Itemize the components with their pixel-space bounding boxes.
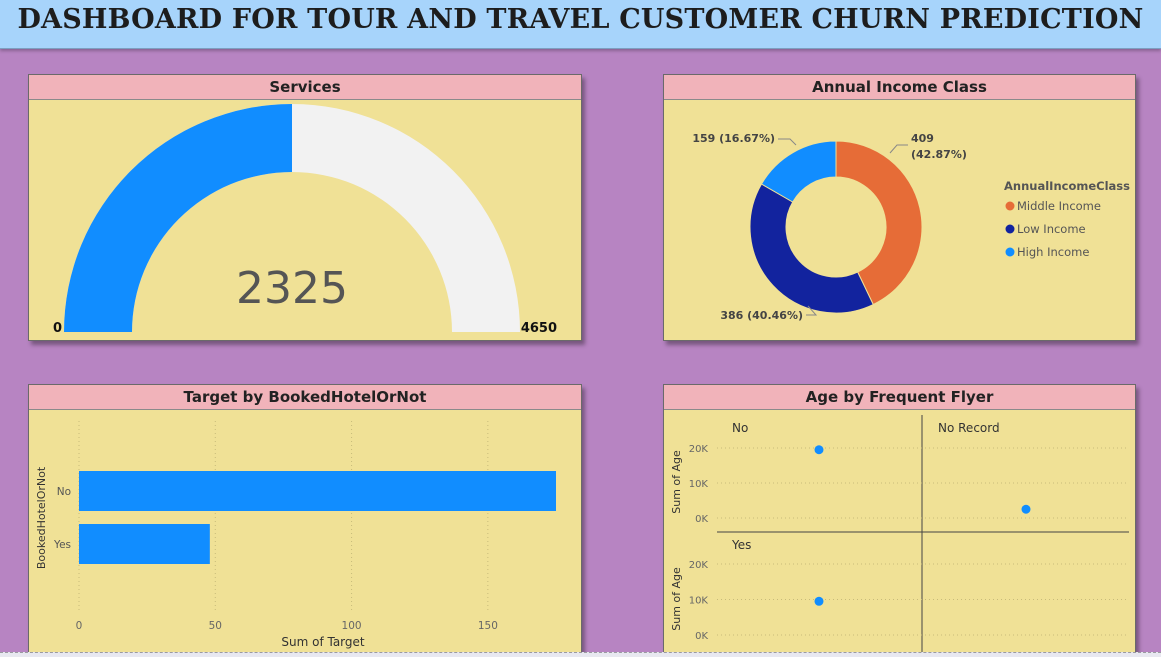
facet-label-yes: Yes [731, 538, 751, 552]
age-ylabel-top: Sum of Age [670, 450, 683, 514]
legend-dot-middle [1005, 201, 1015, 211]
legend-label-middle: Middle Income [1017, 199, 1101, 213]
target-bar-chart: 0 50 100 150 No Yes BookedHotelOrNot Sum of … [35, 421, 556, 649]
legend-dot-high [1005, 247, 1015, 257]
legend-label-high: High Income [1017, 245, 1089, 259]
scatter-point-yes[interactable] [814, 596, 824, 606]
slice-label-high: 159 (16.67%) [692, 132, 775, 145]
scatter-point-no-record[interactable] [1021, 504, 1031, 514]
services-title: Services [29, 75, 581, 100]
legend-label-low: Low Income [1017, 222, 1086, 236]
slice-label-middle-pct: (42.87%) [911, 148, 967, 161]
bar-xtick-label: 0 [76, 620, 83, 632]
dashboard-header: DASHBOARD FOR TOUR AND TRAVEL CUSTOMER C… [0, 0, 1161, 49]
slice-middle-income[interactable] [835, 140, 923, 306]
slice-low-income[interactable] [749, 183, 874, 314]
slice-label-middle-count: 409 [911, 132, 934, 145]
scatter-ytick-label: 0K [695, 514, 708, 525]
gauge-fill[interactable] [64, 104, 292, 332]
age-panel[interactable]: Age by Frequent Flyer 0K 10K 20K 0K 10K 20K N… [663, 384, 1136, 654]
slice-high-income[interactable] [760, 140, 837, 203]
target-title: Target by BookedHotelOrNot [29, 385, 581, 410]
legend-item-high-income[interactable]: High Income [1005, 245, 1090, 259]
age-title: Age by Frequent Flyer [664, 385, 1135, 410]
facet-label-no: No [732, 421, 748, 435]
bar-category-label: Yes [53, 539, 71, 551]
services-panel[interactable]: Services 2325 0 4650 [28, 74, 582, 341]
scatter-ytick-label: 20K [689, 560, 709, 571]
slice-label-low: 386 (40.46%) [720, 309, 803, 322]
scatter-point-no[interactable] [814, 445, 824, 455]
bar-xtick-label: 50 [209, 620, 222, 632]
bar-ylabel: BookedHotelOrNot [35, 466, 48, 569]
income-donut: 409 (42.87%) 159 (16.67%) 386 (40.46%) A… [692, 132, 1130, 322]
scatter-ytick-label: 10K [689, 479, 709, 490]
legend-dot-low [1005, 224, 1015, 234]
dashboard-title: DASHBOARD FOR TOUR AND TRAVEL CUSTOMER C… [17, 4, 1144, 35]
services-gauge: 2325 0 4650 [53, 104, 557, 336]
income-title: Annual Income Class [664, 75, 1135, 100]
leader-middle [889, 144, 908, 154]
legend-item-middle-income[interactable]: Middle Income [1005, 199, 1101, 213]
bar-xtick-label: 150 [478, 620, 498, 632]
scatter-ytick-label: 20K [689, 444, 709, 455]
scatter-ytick-label: 10K [689, 596, 709, 607]
scatter-ytick-label: 0K [695, 631, 708, 642]
bar-no[interactable] [79, 471, 556, 511]
age-ylabel-bottom: Sum of Age [670, 567, 683, 631]
bar-category-label: No [57, 486, 71, 498]
gauge-max-label: 4650 [521, 321, 557, 336]
bar-yes[interactable] [79, 524, 210, 564]
legend-item-low-income[interactable]: Low Income [1005, 222, 1086, 236]
gauge-value: 2325 [236, 263, 348, 314]
target-panel[interactable]: Target by BookedHotelOrNot 0 50 100 150 No Y… [28, 384, 582, 654]
bar-xtick-label: 100 [342, 620, 362, 632]
leader-low [806, 305, 818, 316]
age-scatter-chart: 0K 10K 20K 0K 10K 20K No No Record Yes Sum of… [670, 415, 1129, 653]
bar-xlabel: Sum of Target [281, 635, 365, 649]
facet-label-no-record: No Record [938, 421, 1000, 435]
income-panel[interactable]: Annual Income Class 409 (42.87%) 159 (16… [663, 74, 1136, 341]
legend-title: AnnualIncomeClass [1004, 179, 1130, 193]
gauge-min-label: 0 [53, 321, 62, 336]
leader-high [778, 138, 797, 146]
page-bottom-border [0, 652, 1161, 657]
